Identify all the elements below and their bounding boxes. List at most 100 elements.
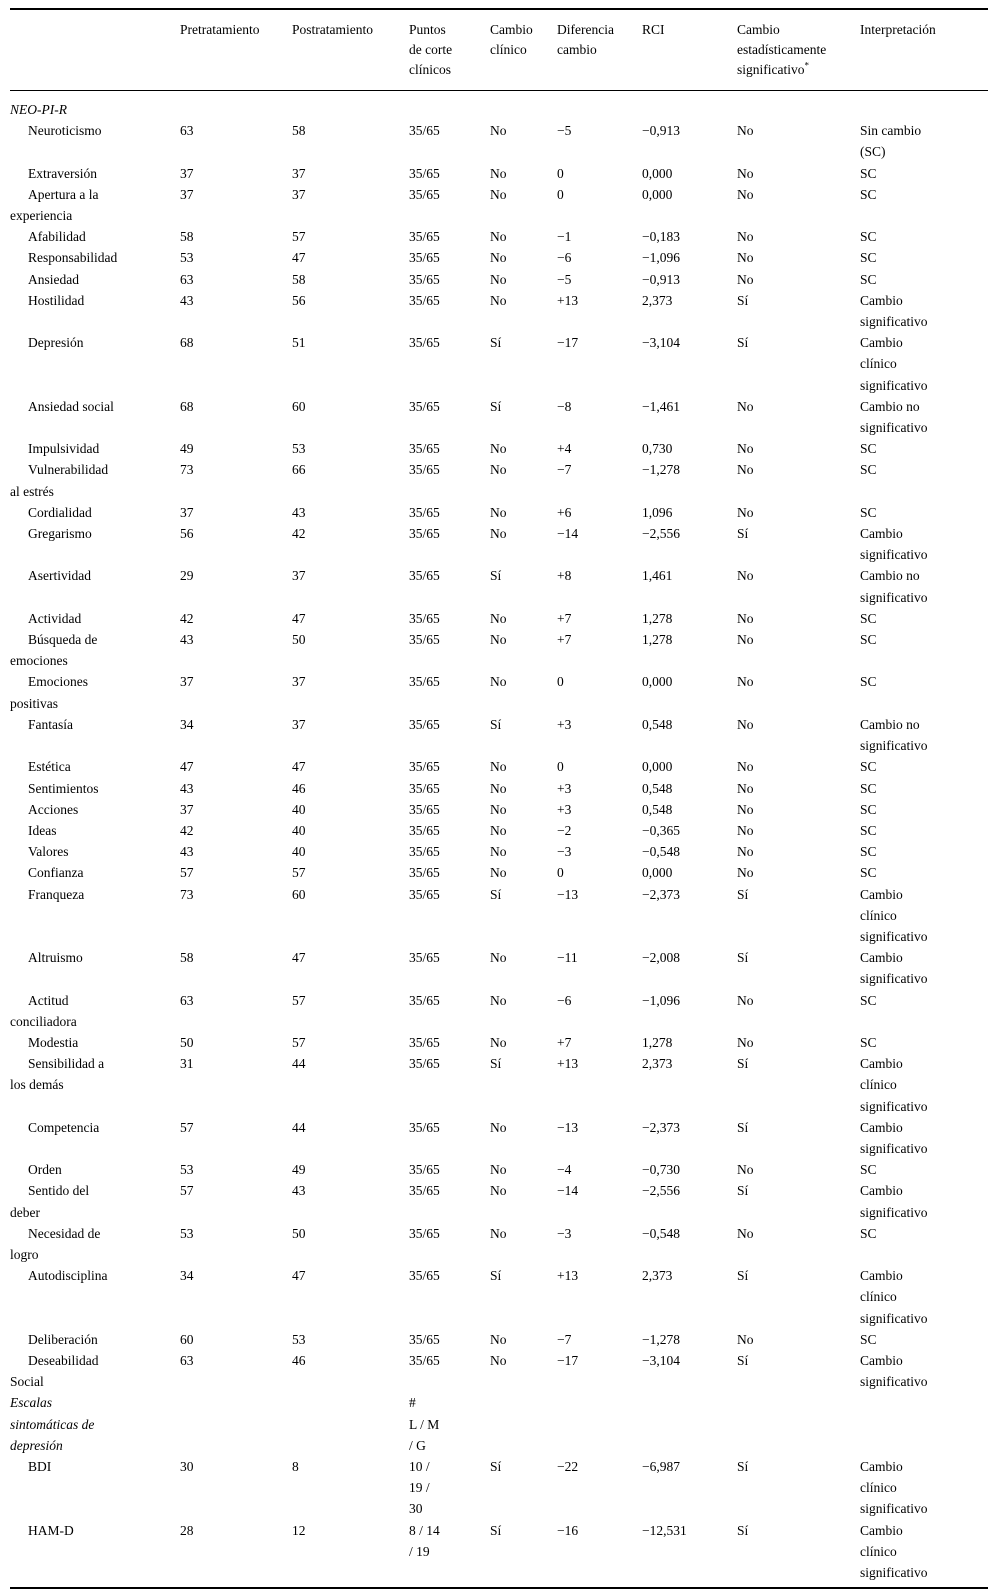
cell-puntos-corte	[409, 91, 490, 121]
cell-rci: 1,278	[642, 1034, 673, 1050]
cell-diferencia-cambio: 0	[557, 186, 564, 202]
cell-cambio-estadistico: No	[737, 865, 754, 881]
cell-rci: 1,096	[642, 504, 673, 520]
table-row: Ansiedad social 68 60 35/65 Sí −8 −1,461 No Camb…	[10, 396, 988, 438]
row-label: Sensibilidad a los demás	[10, 1056, 105, 1093]
cell-rci: −2,556	[642, 526, 680, 542]
cell-cambio-clinico: Sí	[490, 1268, 502, 1284]
cell-diferencia-cambio: +7	[557, 610, 572, 626]
cell-interpretacion: SC	[860, 250, 877, 266]
row-label: Deseabilidad Social	[10, 1352, 99, 1390]
cell-rci: −1,278	[642, 1331, 680, 1347]
cell-puntos-corte: 35/65	[409, 398, 440, 414]
cell-interpretacion: Cambio clínico significativo	[860, 335, 928, 393]
cell-interpretacion: Cambio significativo	[860, 292, 928, 330]
cell-cambio-estadistico: Sí	[737, 526, 749, 542]
cell-cambio-clinico: No	[490, 844, 507, 860]
cell-cambio-clinico: No	[490, 1331, 507, 1347]
cell-cambio-estadistico: No	[737, 568, 754, 584]
cell-cambio-clinico: No	[490, 610, 507, 626]
cell-cambio-estadistico: No	[737, 610, 754, 626]
cell-pretratamiento: 37	[180, 801, 194, 817]
table-row: Sentido del deber 57 43 35/65 No −14 −2,556 Sí C…	[10, 1180, 988, 1222]
cell-postratamiento: 37	[292, 568, 306, 584]
cell-postratamiento: 40	[292, 822, 306, 838]
cell-puntos-corte: 35/65	[409, 780, 440, 796]
cell-postratamiento: 60	[292, 886, 306, 902]
cell-pretratamiento: 53	[180, 1225, 194, 1241]
cell-postratamiento	[292, 1392, 409, 1456]
cell-diferencia-cambio: +13	[557, 1268, 579, 1284]
cell-interpretacion: SC	[860, 1225, 877, 1241]
cell-puntos-corte: 35/65	[409, 822, 440, 838]
cell-rci: −3,104	[642, 1352, 680, 1368]
cell-pretratamiento: 60	[180, 1331, 194, 1347]
table-row: Franqueza 73 60 35/65 Sí −13 −2,373 Sí Cambio cl…	[10, 884, 988, 948]
row-label: Impulsividad	[28, 441, 100, 457]
cell-pretratamiento	[180, 1392, 292, 1456]
cell-diferencia-cambio: 0	[557, 674, 564, 690]
cell-diferencia-cambio: 0	[557, 865, 564, 881]
cell-cambio-clinico: No	[490, 632, 507, 648]
row-label: Confianza	[28, 865, 84, 881]
cell-rci: 2,373	[642, 1056, 673, 1072]
cell-interpretacion: Cambio significativo	[860, 950, 928, 987]
cell-puntos-corte: 35/65	[409, 950, 440, 966]
row-label: Estética	[28, 759, 71, 775]
row-label: Responsabilidad	[28, 250, 118, 266]
table-row: Modestia 50 57 35/65 No +7 1,278 No SC	[10, 1032, 988, 1053]
cell-postratamiento: 40	[292, 801, 306, 817]
cell-puntos-corte: 35/65	[409, 674, 440, 690]
cell-cambio-clinico: Sí	[490, 1522, 502, 1538]
cell-rci: −2,556	[642, 1183, 680, 1199]
cell-rci: 0,548	[642, 716, 673, 732]
cell-puntos-corte: 35/65	[409, 1183, 440, 1199]
table-row: Búsqueda de emociones 43 50 35/65 No +7 1,278 N…	[10, 629, 988, 671]
cell-interpretacion: Cambio significativo	[860, 1119, 928, 1156]
cell-cambio-estadistico: No	[737, 992, 754, 1008]
row-label: Ansiedad	[28, 271, 79, 287]
cell-postratamiento: 8	[292, 1459, 299, 1474]
cell-cambio-estadistico: Sí	[737, 1268, 749, 1284]
table-row: Gregarismo 56 42 35/65 No −14 −2,556 Sí Cambio s…	[10, 523, 988, 565]
table-row: Confianza 57 57 35/65 No 0 0,000 No SC	[10, 862, 988, 883]
cell-rci: −0,913	[642, 123, 680, 139]
cell-cambio-clinico: Sí	[490, 398, 502, 414]
cell-diferencia-cambio: 0	[557, 165, 564, 181]
row-label: Gregarismo	[28, 526, 92, 542]
cell-interpretacion: SC	[860, 186, 877, 202]
cell-postratamiento: 58	[292, 271, 306, 287]
cell-rci: 0,000	[642, 865, 673, 881]
cell-pretratamiento: 43	[180, 844, 194, 860]
row-label: Actividad	[28, 610, 82, 626]
cell-pretratamiento: 30	[180, 1459, 194, 1474]
cell-rci: −2,373	[642, 886, 680, 902]
cell-postratamiento: 37	[292, 674, 306, 690]
cell-cambio-clinico: No	[490, 462, 507, 478]
cell-cambio-clinico: No	[490, 165, 507, 181]
cell-cambio-clinico: No	[490, 504, 507, 520]
cell-cambio-clinico: No	[490, 1162, 507, 1178]
cell-rci: 1,461	[642, 568, 673, 584]
cell-cambio-clinico: No	[490, 186, 507, 202]
cell-cambio-clinico: Sí	[490, 335, 502, 351]
cell-rci: 1,278	[642, 610, 673, 626]
row-label: Autodisciplina	[28, 1268, 108, 1284]
cell-postratamiento: 12	[292, 1522, 306, 1538]
row-label: Afabilidad	[28, 229, 86, 245]
cell-cambio-estadistico: No	[737, 1225, 754, 1241]
cell-cambio-clinico: No	[490, 1119, 507, 1135]
cell-postratamiento: 57	[292, 865, 306, 881]
table-row: Responsabilidad 53 47 35/65 No −6 −1,096 No SC	[10, 247, 988, 268]
cell-puntos-corte: 35/65	[409, 865, 440, 881]
cell-interpretacion: SC	[860, 462, 877, 478]
cell-interpretacion	[860, 1392, 988, 1456]
table-row: Emociones positivas 37 37 35/65 No 0 0,000 No SC	[10, 671, 988, 713]
cell-interpretacion: SC	[860, 759, 877, 775]
cell-rci	[642, 1392, 737, 1456]
cell-postratamiento: 50	[292, 632, 306, 648]
cell-interpretacion: SC	[860, 844, 877, 860]
column-header-label	[10, 9, 180, 91]
cell-cambio-clinico: No	[490, 1225, 507, 1241]
cell-diferencia-cambio: +13	[557, 292, 579, 308]
